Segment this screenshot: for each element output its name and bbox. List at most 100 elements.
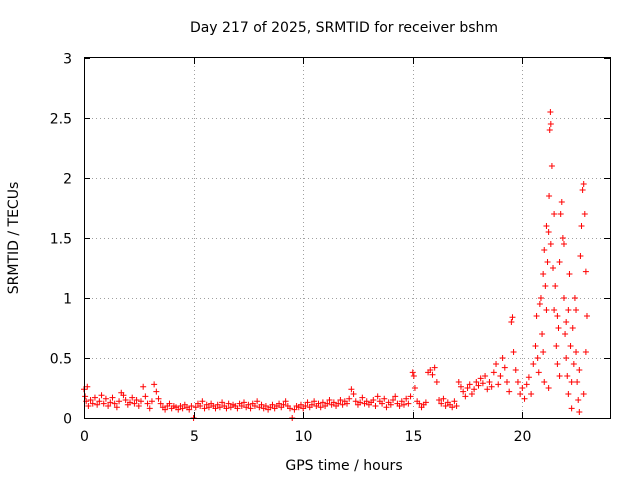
data-point [282, 398, 289, 405]
data-point [205, 404, 212, 411]
y-tick-label-2: 1 [63, 292, 72, 308]
data-point [175, 406, 182, 413]
data-point [247, 405, 254, 412]
data-point [576, 409, 583, 415]
data-point [563, 355, 570, 361]
data-point [100, 400, 107, 407]
data-point [219, 399, 226, 406]
chart-title: Day 217 of 2025, SRMTID for receiver bsh… [190, 20, 498, 36]
data-point [238, 403, 245, 409]
data-point [560, 241, 567, 247]
data-point [98, 392, 105, 399]
data-point [503, 379, 510, 385]
data-point [166, 400, 173, 407]
data-point [542, 283, 549, 289]
data-point [410, 373, 417, 379]
data-point [129, 394, 136, 401]
data-point [508, 319, 515, 325]
data-point [495, 381, 502, 388]
data-point [94, 401, 101, 408]
data-point [519, 385, 526, 391]
data-point [490, 369, 497, 376]
data-point [462, 393, 469, 400]
data-point [127, 399, 134, 406]
data-point [379, 400, 386, 407]
data-point [280, 401, 287, 408]
data-point [330, 399, 337, 406]
data-point [302, 403, 309, 409]
data-point [411, 385, 418, 391]
data-point [113, 404, 120, 411]
data-point [440, 395, 447, 402]
data-point [582, 268, 589, 275]
data-point [324, 400, 331, 407]
data-point [82, 393, 89, 400]
data-point [486, 379, 493, 385]
data-point [557, 211, 564, 217]
data-point [457, 383, 464, 390]
data-point [566, 271, 573, 277]
data-point [96, 398, 103, 405]
data-point [581, 211, 588, 217]
data-point [148, 398, 155, 405]
data-point [372, 403, 379, 409]
data-point [512, 367, 519, 373]
data-point [146, 405, 153, 412]
data-point [319, 399, 326, 406]
data-point [102, 395, 109, 402]
data-point [304, 399, 311, 406]
data-point [212, 405, 219, 412]
data-point [546, 127, 553, 133]
grid [84, 58, 610, 418]
data-point [381, 395, 388, 402]
data-point [499, 355, 506, 361]
data-point [455, 379, 462, 385]
data-point [575, 397, 582, 403]
data-point [539, 331, 546, 337]
data-point [559, 235, 566, 241]
data-point [509, 314, 516, 321]
data-point [541, 247, 548, 253]
data-point [523, 381, 530, 388]
x-axis-label: GPS time / hours [285, 458, 402, 474]
data-point [451, 398, 458, 405]
data-point [530, 361, 537, 367]
data-point [140, 383, 147, 390]
data-point [568, 405, 575, 412]
data-point [540, 271, 547, 277]
data-point [357, 399, 364, 406]
data-point [346, 395, 353, 402]
data-point [223, 405, 230, 412]
data-point [85, 403, 92, 409]
data-point [547, 121, 554, 127]
data-point [107, 399, 114, 406]
data-point [556, 373, 563, 379]
data-point [287, 405, 294, 412]
data-point [535, 369, 542, 376]
y-tick-label-1: 0.5 [50, 352, 72, 368]
data-point [297, 401, 304, 408]
y-axis-label: SRMTID / TECUs [6, 182, 22, 295]
data-point [449, 404, 456, 411]
data-point [234, 405, 241, 412]
data-point [109, 394, 116, 401]
data-point [339, 401, 346, 408]
data-point [374, 393, 381, 400]
data-point [91, 394, 98, 401]
data-point [436, 397, 443, 403]
data-point [551, 211, 558, 217]
axis-ticks: 0 5 10 15 20 0 0.5 1 1.5 2 2.5 3 [50, 52, 610, 445]
data-point [409, 369, 416, 376]
data-point [142, 393, 149, 400]
data-point [155, 395, 162, 402]
data-point [111, 400, 118, 407]
data-point [422, 399, 429, 406]
data-point [571, 295, 578, 301]
data-point [541, 379, 548, 385]
data-point [533, 313, 540, 319]
x-tick-label-4: 20 [514, 429, 532, 445]
data-point [582, 349, 589, 355]
data-point [258, 401, 265, 408]
data-point [433, 379, 440, 385]
